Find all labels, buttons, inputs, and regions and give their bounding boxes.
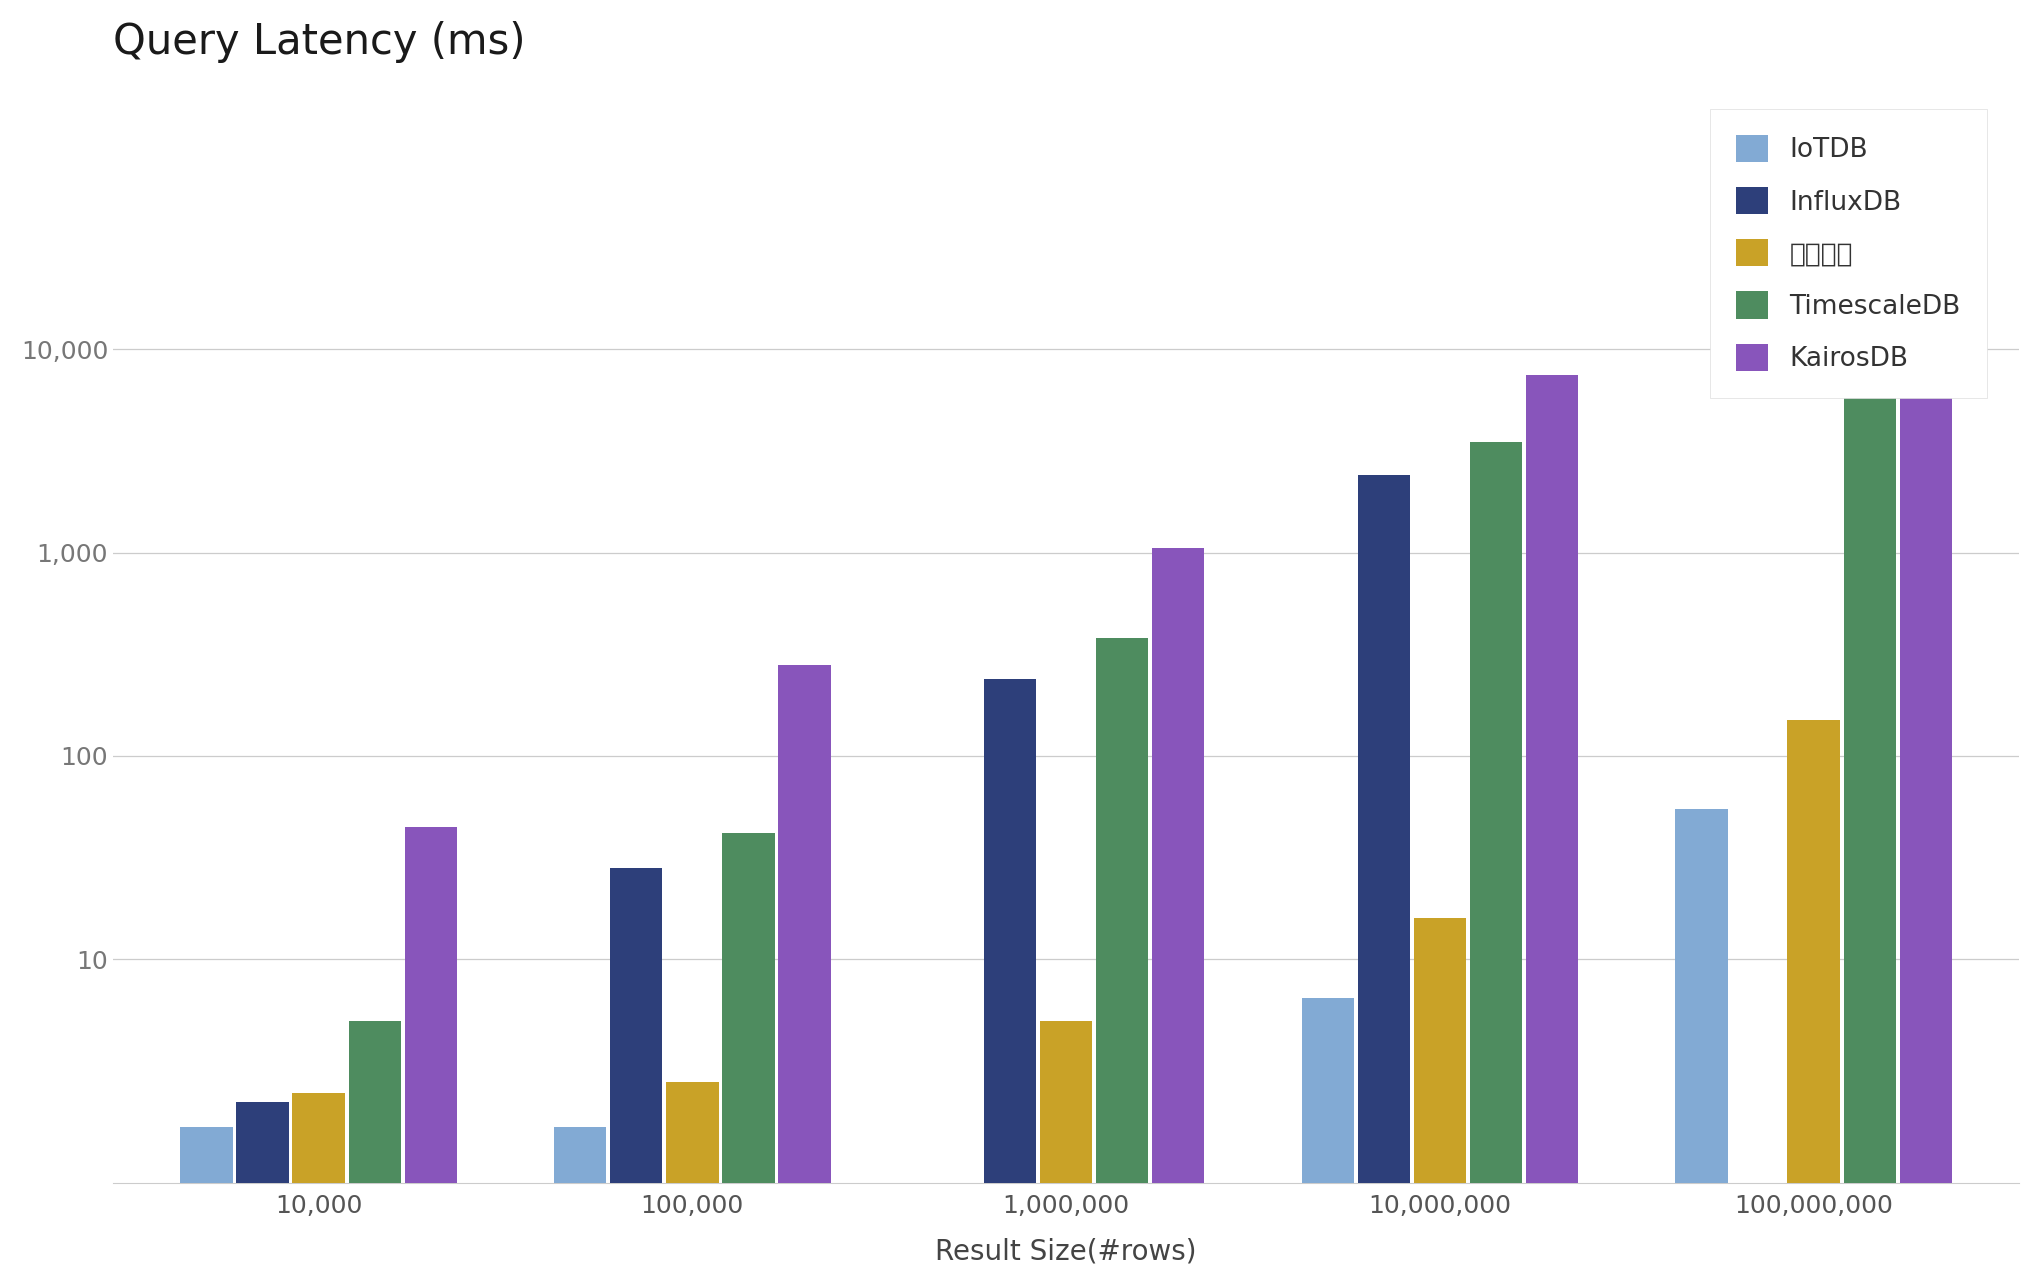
Bar	[1095, 638, 1148, 1286]
Bar	[1898, 198, 1951, 1286]
Bar	[667, 1082, 718, 1286]
Bar	[1843, 252, 1894, 1286]
Bar	[610, 868, 663, 1286]
Bar	[1468, 442, 1521, 1286]
Bar	[779, 665, 830, 1286]
Bar	[349, 1021, 400, 1286]
Bar	[1040, 1021, 1091, 1286]
Legend: IoTDB, InfluxDB, 某数据库, TimescaleDB, KairosDB: IoTDB, InfluxDB, 某数据库, TimescaleDB, Kair…	[1709, 108, 1986, 399]
Bar	[1413, 918, 1466, 1286]
Bar	[1152, 548, 1203, 1286]
Bar	[1786, 720, 1839, 1286]
Bar	[404, 827, 457, 1286]
Bar	[555, 1127, 606, 1286]
Bar	[983, 679, 1036, 1286]
Bar	[1525, 374, 1578, 1286]
Bar	[1358, 476, 1409, 1286]
Bar	[1674, 809, 1727, 1286]
Text: Query Latency (ms): Query Latency (ms)	[112, 21, 526, 63]
Bar	[722, 832, 775, 1286]
Bar	[292, 1093, 345, 1286]
Bar	[1301, 998, 1354, 1286]
X-axis label: Result Size(#rows): Result Size(#rows)	[936, 1237, 1197, 1265]
Bar	[179, 1127, 232, 1286]
Bar	[237, 1102, 290, 1286]
